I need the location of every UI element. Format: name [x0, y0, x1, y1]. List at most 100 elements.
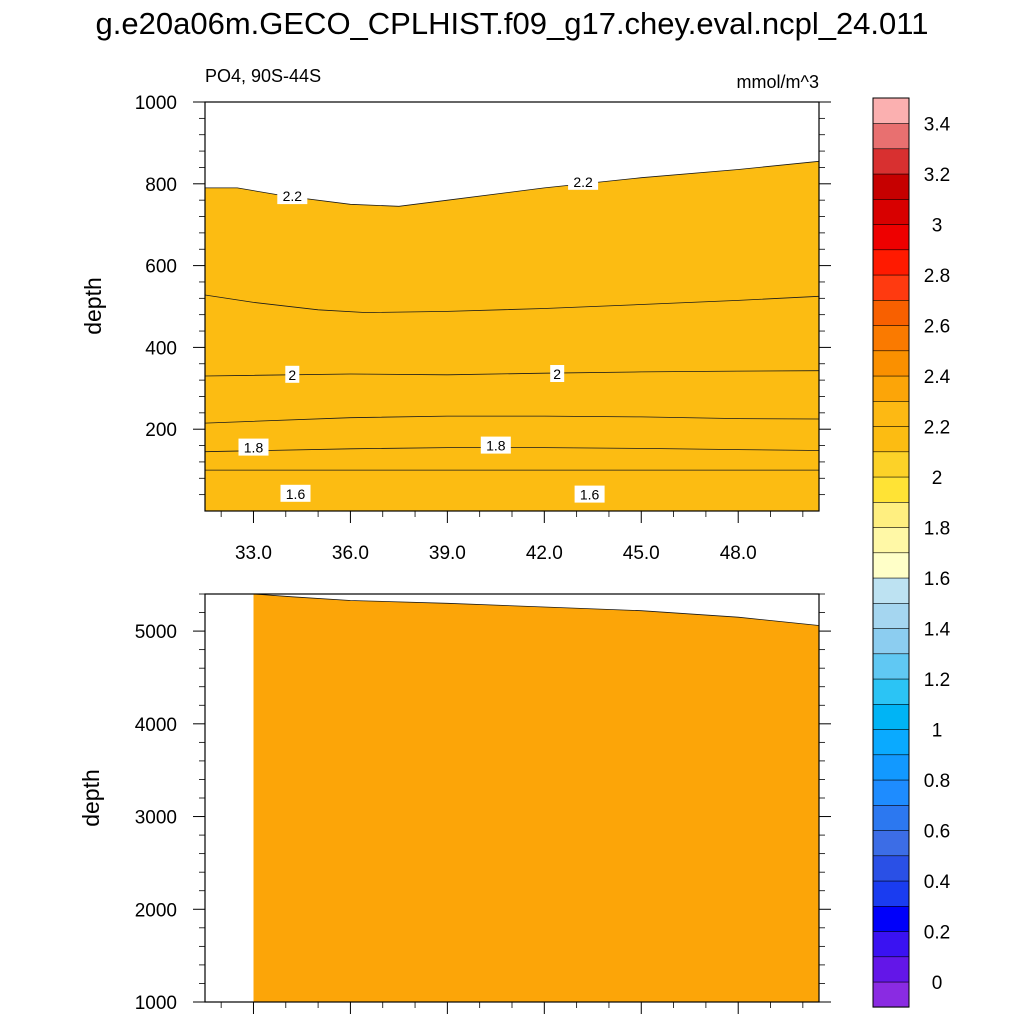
colorbar-box-24 [872, 375, 910, 402]
upper-contour-label-2: 1.8 [244, 440, 264, 456]
colorbar-box-25 [872, 350, 910, 377]
colorbar-frame [872, 97, 910, 1008]
colorbar-label-17: 3.4 [924, 114, 951, 135]
colorbar-label-13: 2.6 [924, 316, 950, 337]
upper-contour-label-6: 2.2 [283, 188, 303, 204]
colorbar-label-7: 1.4 [924, 619, 951, 640]
upper-contour-label-bg-6 [277, 187, 308, 205]
colorbar-label-14: 2.8 [924, 266, 950, 287]
colorbar-label-3: 0.6 [924, 821, 950, 842]
upper-plot-contour-labels: 1.6 1.6 1.8 1.8 2 2 2.2 2.2 [238, 172, 605, 503]
upper-y-tick-label-1: 400 [145, 338, 177, 359]
colorbar-box-31 [872, 198, 910, 225]
colorbar-box-26 [872, 324, 910, 352]
upper-y-tick-label-2: 600 [145, 257, 177, 278]
upper-y-tick-label-0: 200 [145, 420, 177, 441]
colorbar-label-12: 2.4 [924, 367, 951, 388]
colorbar-box-11 [872, 703, 910, 730]
colorbar-box-10 [872, 728, 910, 756]
lower-y-tick-label-2: 3000 [135, 808, 177, 829]
upper-contour-label-7: 2.2 [573, 174, 593, 190]
colorbar-box-0 [872, 981, 910, 1008]
upper-y-tick-label-4: 1000 [135, 93, 177, 114]
lower-y-tick-label-3: 4000 [135, 715, 177, 736]
colorbar-box-34 [872, 122, 910, 150]
upper-contour-label-bg-5 [550, 365, 565, 382]
lower-plot-contour-lines [253, 594, 819, 626]
colorbar-box-27 [872, 299, 910, 326]
lower-fill-band-1 [253, 594, 819, 1002]
colorbar-box-6 [872, 829, 910, 857]
colorbar-box-32 [872, 173, 910, 200]
colorbar-box-21 [872, 451, 910, 478]
upper-contour-label-bg-3 [480, 436, 511, 454]
colorbar-box-15 [872, 602, 910, 629]
upper-contour-label-1: 1.6 [580, 487, 600, 503]
colorbar-label-5: 1 [932, 720, 943, 741]
lower-plot-ticks: 1000 2000 3000 4000 5000 [135, 593, 831, 1014]
upper-contour-line-2 [205, 447, 819, 453]
upper-x-tick-label-2: 39.0 [429, 543, 466, 564]
colorbar-label-16: 3.2 [924, 165, 950, 186]
upper-contour-label-4: 2 [288, 367, 296, 383]
upper-y-tick-label-3: 800 [145, 175, 177, 196]
upper-contour-label-bg-4 [285, 365, 300, 383]
upper-contour-label-0: 1.6 [286, 486, 306, 502]
colorbar-label-8: 1.6 [924, 569, 950, 590]
upper-contour-label-bg-7 [568, 172, 599, 190]
upper-plot-y-axis-label: depth [80, 277, 106, 335]
upper-contour-label-bg-0 [280, 484, 311, 502]
colorbar-label-4: 0.8 [924, 771, 950, 792]
upper-contour-line-4 [205, 370, 819, 377]
colorbar-label-9: 1.8 [924, 518, 950, 539]
lower-plot-fills [253, 594, 819, 1002]
colorbar-label-10: 2 [932, 468, 943, 489]
colorbar-box-9 [872, 754, 910, 781]
colorbar-box-4 [872, 880, 910, 907]
colorbar-label-1: 0.2 [924, 922, 950, 943]
upper-plot-contour-lines [205, 160, 819, 471]
colorbar-box-18 [872, 526, 910, 554]
colorbar-box-28 [872, 274, 910, 301]
colorbar-box-35 [872, 97, 910, 124]
colorbar-box-7 [872, 804, 910, 831]
colorbar-box-16 [872, 577, 910, 604]
upper-x-tick-label-0: 33.0 [235, 543, 272, 564]
upper-contour-label-bg-1 [574, 485, 605, 503]
colorbar: 0 0.2 0.4 0.6 0.8 1 1.2 1.4 1.6 1.8 2 2.2 2.4 2.6 2.8 3… [872, 97, 951, 1008]
colorbar-box-8 [872, 779, 910, 806]
upper-plot-ticks: 200 400 600 800 1000 33.0 36.0 39.0 42.0 45.0 48.0 [135, 93, 831, 564]
upper-fill-band-6 [205, 161, 819, 511]
upper-contour-line-3 [205, 415, 819, 424]
colorbar-box-5 [872, 855, 910, 882]
upper-x-tick-label-4: 45.0 [623, 543, 660, 564]
upper-contour-label-5: 2 [553, 366, 561, 382]
lower-y-tick-label-4: 5000 [135, 622, 177, 643]
lower-y-tick-label-0: 1000 [135, 993, 177, 1014]
colorbar-box-29 [872, 249, 910, 276]
colorbar-box-33 [872, 148, 910, 175]
colorbar-label-15: 3 [932, 215, 943, 236]
colorbar-box-14 [872, 627, 910, 655]
upper-contour-line-6 [205, 160, 819, 207]
lower-contour-line-1 [253, 594, 819, 626]
upper-contour-label-bg-2 [238, 438, 269, 456]
colorbar-label-11: 2.2 [924, 417, 950, 438]
figure-title: g.e20a06m.GECO_CPLHIST.f09_g17.chey.eval… [95, 6, 929, 41]
upper-x-tick-label-1: 36.0 [332, 543, 369, 564]
colorbar-label-0: 0 [932, 973, 943, 994]
upper-contour-line-5 [205, 294, 819, 314]
upper-contour-label-3: 1.8 [486, 438, 506, 454]
upper-x-tick-label-5: 48.0 [720, 543, 757, 564]
upper-plot-left-label: PO4, 90S-44S [205, 66, 321, 86]
lower-plot-y-axis-label: depth [78, 769, 104, 827]
colorbar-box-2 [872, 930, 910, 958]
colorbar-label-6: 1.2 [924, 670, 950, 691]
colorbar-box-22 [872, 425, 910, 453]
colorbar-box-17 [872, 552, 910, 579]
colorbar-box-23 [872, 400, 910, 427]
colorbar-box-20 [872, 476, 910, 503]
colorbar-box-19 [872, 501, 910, 528]
lower-y-tick-label-1: 2000 [135, 900, 177, 921]
